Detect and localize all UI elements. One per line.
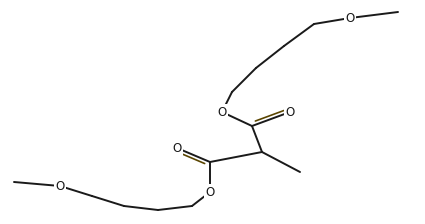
Text: O: O [55,179,65,192]
Text: O: O [285,106,295,118]
Text: O: O [217,106,227,118]
Text: O: O [205,185,215,198]
Text: O: O [173,142,181,155]
Text: O: O [346,11,354,24]
